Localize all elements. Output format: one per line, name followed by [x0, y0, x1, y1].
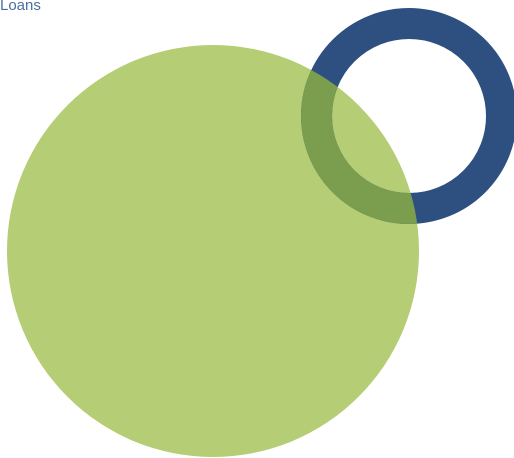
- large-circle: [7, 45, 419, 457]
- diagram-label: Loans: [0, 0, 41, 14]
- overlap-region: [301, 45, 419, 224]
